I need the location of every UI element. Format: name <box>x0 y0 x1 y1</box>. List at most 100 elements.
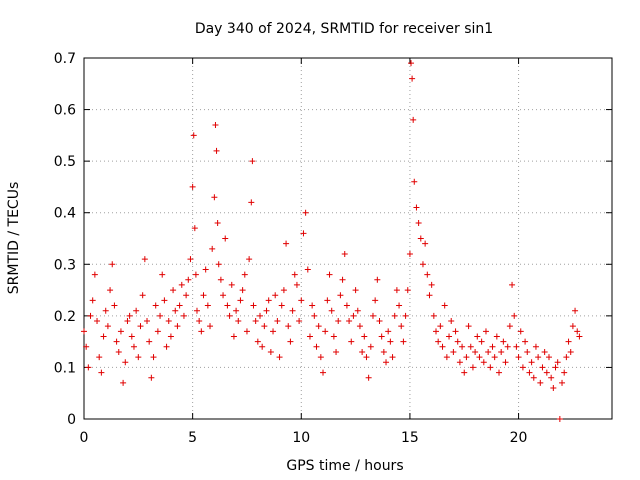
data-point <box>341 250 348 257</box>
data-point <box>459 343 466 350</box>
data-point <box>250 302 257 309</box>
data-point <box>317 354 324 361</box>
data-point <box>176 302 183 309</box>
data-point <box>330 333 337 340</box>
axis-ticks: 0 0.1 0.2 0.3 0.4 0.5 0.6 0.7 0 5 10 15 20 <box>54 51 612 446</box>
data-point <box>487 364 494 371</box>
data-point <box>448 318 455 325</box>
data-point <box>270 328 277 335</box>
data-point <box>461 369 468 376</box>
data-point <box>519 364 526 371</box>
data-point <box>335 318 342 325</box>
data-point <box>346 318 353 325</box>
data-point <box>265 297 272 304</box>
x-tick-label: 10 <box>292 430 310 446</box>
data-point <box>109 261 116 268</box>
data-point <box>419 261 426 268</box>
data-point <box>478 338 485 345</box>
data-point <box>94 318 101 325</box>
data-point <box>413 204 420 211</box>
data-point <box>337 292 344 299</box>
data-point <box>190 132 197 139</box>
y-tick-label: 0.6 <box>54 103 76 119</box>
data-point <box>115 348 122 355</box>
data-point <box>378 333 385 340</box>
data-point <box>404 287 411 294</box>
data-point <box>300 230 307 237</box>
data-point <box>417 235 424 242</box>
data-point <box>476 354 483 361</box>
data-point <box>220 292 227 299</box>
data-point <box>302 209 309 216</box>
data-point <box>178 281 185 288</box>
data-point <box>526 369 533 376</box>
data-point <box>356 323 363 330</box>
data-point <box>248 199 255 206</box>
data-point <box>283 240 290 247</box>
data-point <box>348 338 355 345</box>
data-point <box>374 276 381 283</box>
data-point <box>249 158 256 165</box>
data-point <box>104 323 111 330</box>
y-tick-label: 0.2 <box>54 309 76 325</box>
y-tick-label: 0.4 <box>54 206 76 222</box>
data-point <box>400 338 407 345</box>
data-point <box>515 354 522 361</box>
data-point <box>128 333 135 340</box>
data-point <box>191 225 198 232</box>
data-point <box>406 250 413 257</box>
data-point <box>117 328 124 335</box>
data-point <box>502 359 509 366</box>
data-point <box>441 302 448 309</box>
data-point <box>257 312 263 319</box>
data-point <box>198 328 205 335</box>
x-tick-label: 15 <box>401 430 419 446</box>
data-point <box>293 281 300 288</box>
data-point <box>339 276 346 283</box>
data-point <box>387 338 394 345</box>
data-point <box>315 323 322 330</box>
data-point <box>141 256 148 263</box>
data-point <box>482 328 489 335</box>
data-point <box>372 297 379 304</box>
data-point <box>409 75 416 82</box>
data-point <box>389 354 396 361</box>
data-point <box>207 323 214 330</box>
data-point <box>463 354 470 361</box>
data-point <box>474 333 481 340</box>
data-point <box>137 323 144 330</box>
data-point <box>513 343 520 350</box>
data-point <box>233 307 240 314</box>
data-point <box>415 220 422 227</box>
data-point <box>350 312 357 319</box>
data-point <box>241 271 248 278</box>
data-point <box>124 318 131 325</box>
data-point <box>456 359 463 366</box>
data-point <box>296 318 303 325</box>
data-point <box>165 318 172 325</box>
data-point <box>328 307 335 314</box>
data-point <box>532 343 539 350</box>
chart-title: Day 340 of 2024, SRMTID for receiver sin… <box>195 21 493 37</box>
data-point <box>326 271 333 278</box>
data-point <box>369 312 376 319</box>
data-points <box>81 60 583 422</box>
data-point <box>85 364 92 371</box>
data-point <box>435 338 442 345</box>
data-point <box>485 348 492 355</box>
data-point <box>304 266 311 273</box>
data-point <box>398 323 405 330</box>
data-point <box>180 312 187 319</box>
data-point <box>89 297 96 304</box>
data-point <box>469 364 476 371</box>
data-point <box>96 354 103 361</box>
data-point <box>367 343 374 350</box>
data-point <box>500 338 507 345</box>
data-point <box>196 318 203 325</box>
data-point <box>472 348 479 355</box>
data-point <box>120 379 127 386</box>
data-point <box>285 323 292 330</box>
data-point <box>402 312 409 319</box>
x-tick-label: 5 <box>188 430 197 446</box>
